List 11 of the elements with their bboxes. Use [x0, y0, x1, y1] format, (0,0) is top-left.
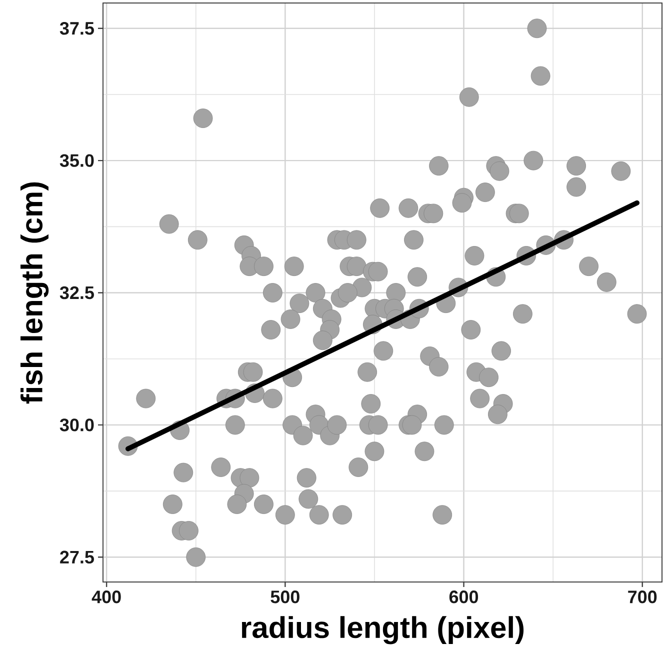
y-axis-title: fish length (cm) — [20, 182, 49, 404]
y-tick-label: 30.0 — [60, 418, 94, 432]
x-tick-label: 500 — [270, 590, 300, 604]
x-tick-label: 700 — [628, 590, 657, 604]
x-tick-label: 600 — [449, 590, 478, 604]
y-tick-label: 37.5 — [60, 22, 94, 35]
x-axis-title: radius length (pixel) — [242, 616, 524, 644]
y-tick-label: 27.5 — [60, 550, 94, 564]
y-tick-label: 35.0 — [60, 154, 94, 167]
x-tick-label: 400 — [92, 590, 121, 604]
y-tick-label: 32.5 — [60, 286, 94, 300]
